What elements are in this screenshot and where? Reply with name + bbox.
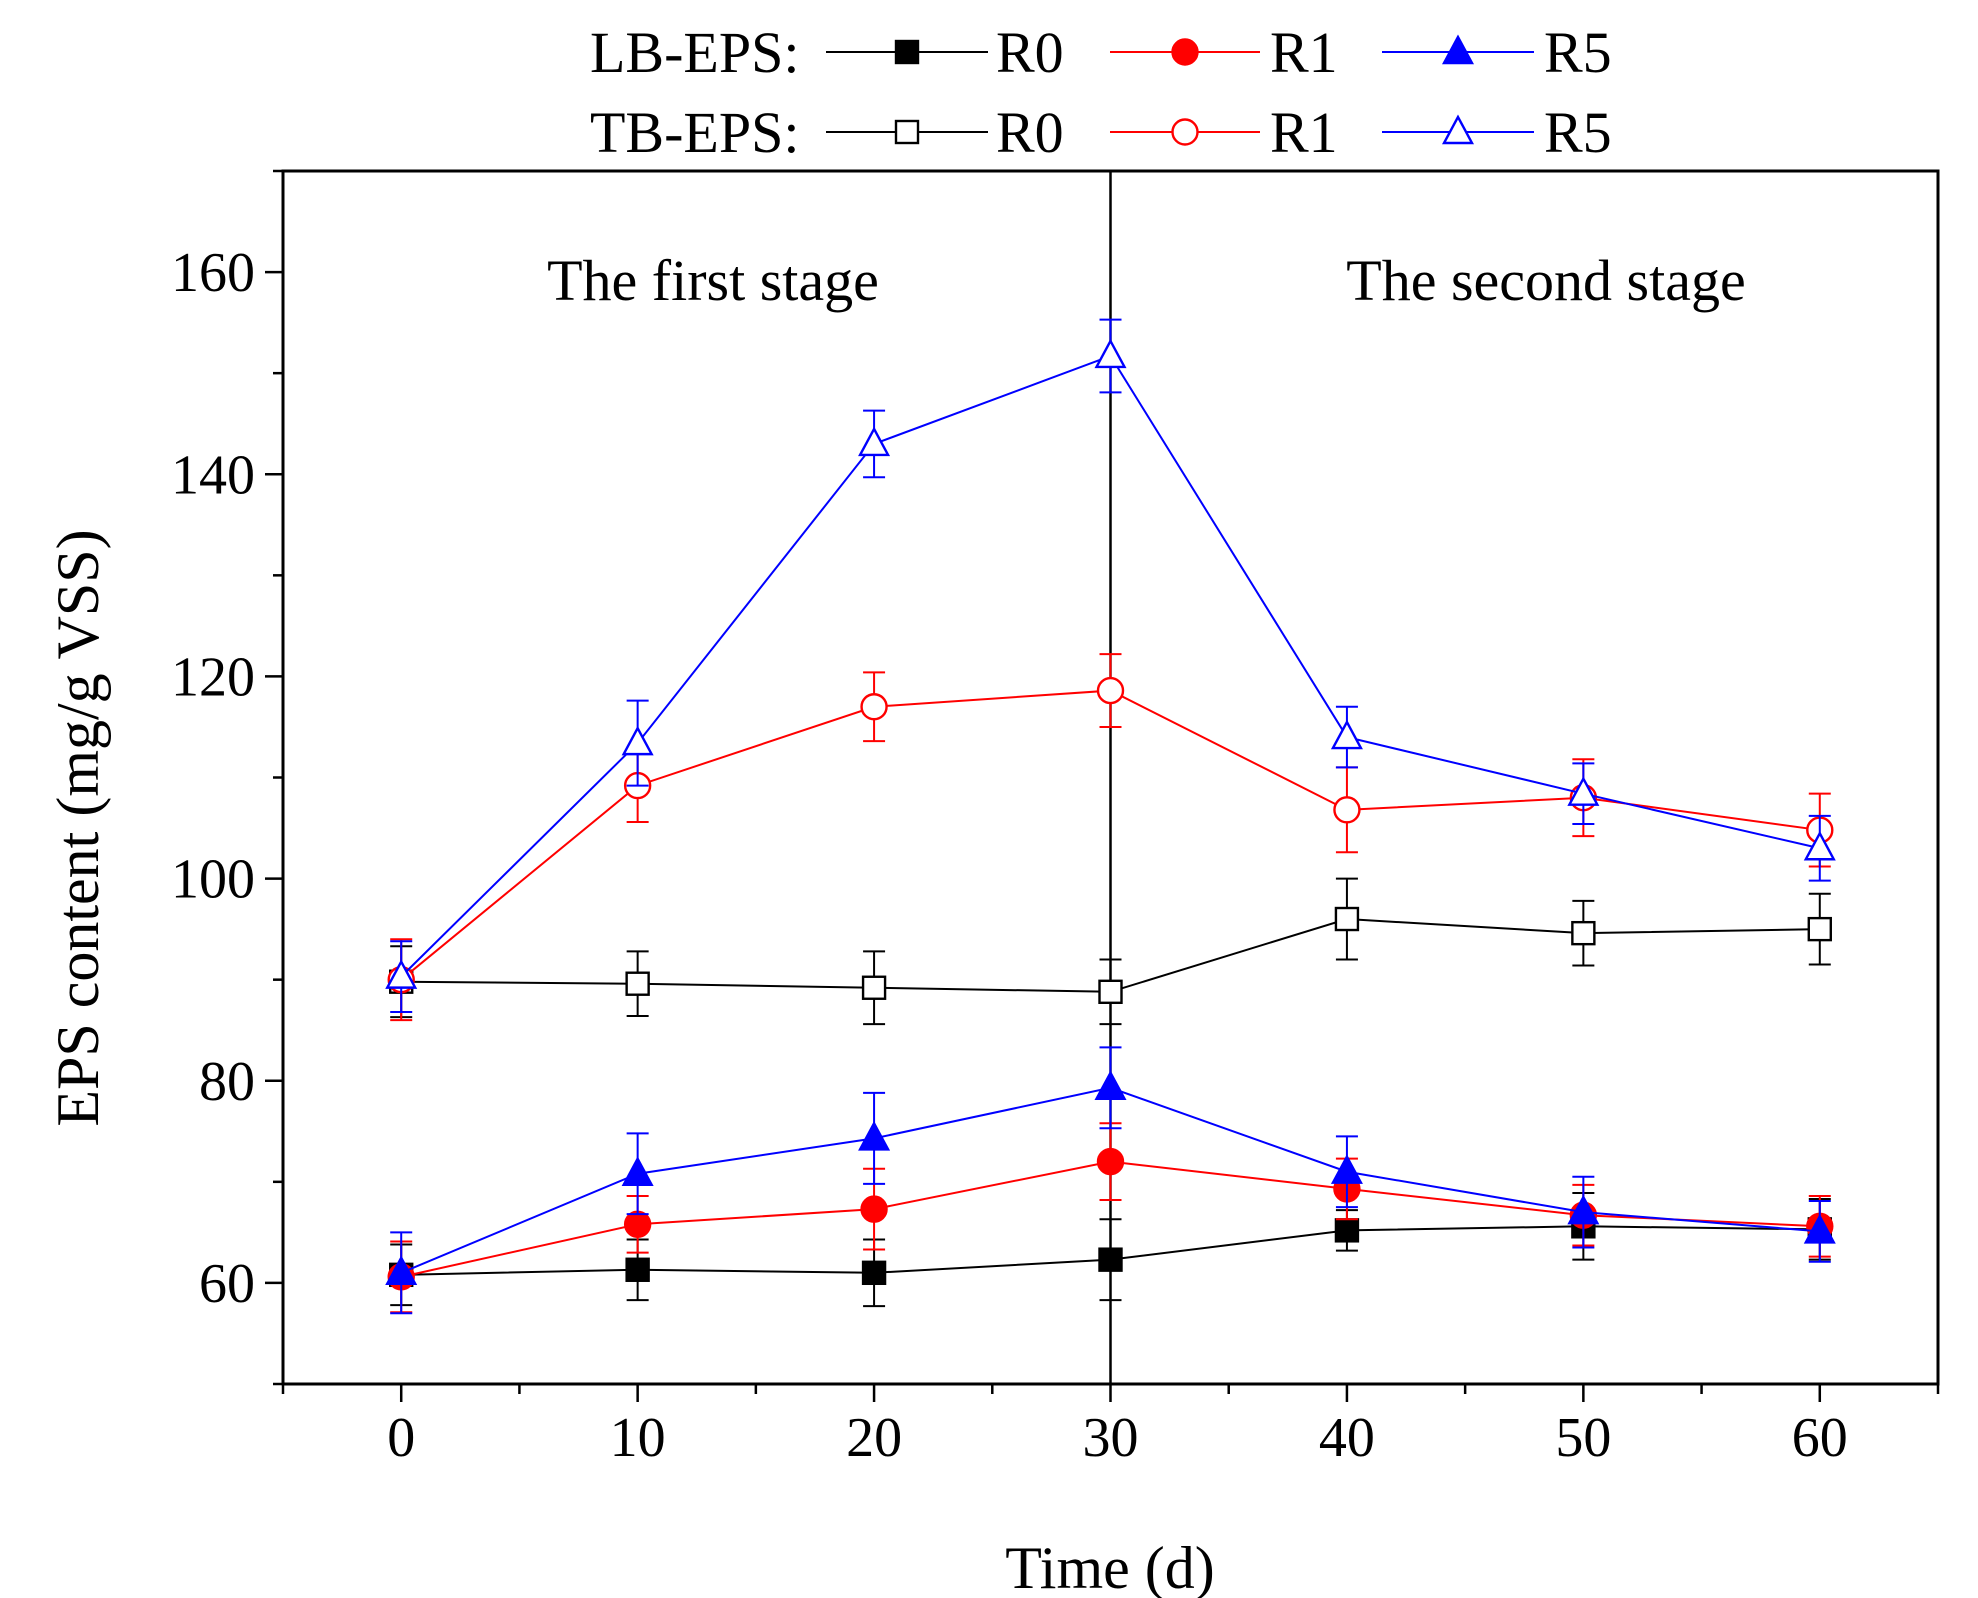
legend-group-label: TB-EPS:: [590, 100, 800, 165]
legend-entry-lb-eps-r0: R0: [826, 20, 1064, 85]
series-tb-eps-r5: [385, 318, 1836, 1014]
data-point-lb-eps-r1: [623, 1210, 652, 1238]
legend-entry-tb-eps-r0: R0: [826, 100, 1064, 165]
data-point-tb-eps-r0: [1571, 920, 1596, 946]
legend-label: R5: [1544, 100, 1612, 165]
data-point-lb-eps-r0: [861, 1260, 887, 1286]
data-point-tb-eps-r5: [1330, 719, 1363, 750]
data-point-tb-eps-r1: [1333, 796, 1361, 824]
legend-label: R5: [1544, 20, 1612, 85]
data-point-lb-eps-r5: [385, 1255, 418, 1286]
x-tick-label: 50: [1555, 1407, 1611, 1469]
legend: LB-EPS: R0 R1 R5 TB-EPS: R0 R1 R5: [590, 20, 1612, 165]
legend-marker: [1441, 34, 1475, 65]
data-point-lb-eps-r1: [1096, 1147, 1125, 1176]
data-point-tb-eps-r0: [1098, 979, 1123, 1004]
x-tick-label: 40: [1319, 1407, 1375, 1469]
y-tick-label: 80: [199, 1051, 255, 1113]
data-point-tb-eps-r0: [861, 975, 887, 1000]
y-axis-label: EPS content (mg/g VSS): [45, 529, 111, 1126]
legend-entry-tb-eps-r1: R1: [1110, 100, 1338, 165]
data-point-tb-eps-r5: [1567, 776, 1600, 806]
legend-marker: [894, 119, 920, 145]
x-tick-label: 0: [387, 1407, 415, 1469]
data-point-tb-eps-r0: [1807, 916, 1832, 942]
data-point-tb-eps-r5: [385, 959, 418, 989]
legend-marker: [1171, 118, 1199, 146]
x-tick-label: 30: [1083, 1407, 1139, 1469]
y-tick-label: 100: [171, 849, 255, 911]
legend-entry-tb-eps-r5: R5: [1382, 100, 1612, 165]
data-point-tb-eps-r5: [1094, 338, 1127, 369]
legend-label: R0: [996, 20, 1064, 85]
legend-entry-lb-eps-r1: R1: [1110, 20, 1338, 85]
y-tick-label: 160: [171, 242, 255, 304]
data-point-tb-eps-r5: [1803, 830, 1836, 861]
y-tick-label: 120: [171, 646, 255, 708]
legend-row-tb-eps: TB-EPS: R0 R1 R5: [590, 100, 1612, 165]
data-point-tb-eps-r1: [860, 693, 888, 721]
data-point-lb-eps-r5: [621, 1156, 654, 1186]
legend-marker: [1171, 38, 1199, 66]
data-point-lb-eps-r5: [1803, 1213, 1836, 1244]
annotation-second-stage: The second stage: [1346, 248, 1745, 313]
data-point-lb-eps-r0: [1334, 1218, 1360, 1243]
legend-row-lb-eps: LB-EPS: R0 R1 R5: [590, 20, 1612, 85]
data-point-lb-eps-r1: [860, 1195, 888, 1223]
data-point-lb-eps-r5: [858, 1120, 891, 1151]
data-point-tb-eps-r5: [858, 426, 891, 457]
data-point-lb-eps-r0: [1098, 1247, 1123, 1272]
series-lb-eps-r5: [385, 1046, 1836, 1315]
data-point-tb-eps-r1: [1096, 676, 1125, 705]
x-axis-label: Time (d): [1005, 1535, 1214, 1598]
series-layer: [385, 318, 1836, 1315]
data-point-lb-eps-r0: [625, 1257, 650, 1282]
legend-marker: [1441, 114, 1475, 145]
data-point-tb-eps-r0: [625, 971, 650, 996]
data-point-tb-eps-r5: [621, 725, 654, 756]
data-point-lb-eps-r5: [1567, 1194, 1600, 1225]
legend-label: R1: [1270, 20, 1338, 85]
annotation-first-stage: The first stage: [547, 248, 879, 313]
x-tick-label: 20: [846, 1407, 902, 1469]
axis-ticks: 0 10 20 30 40 50 60 60 80 100 120 140 160: [171, 169, 1940, 1469]
y-tick-label: 60: [199, 1253, 255, 1315]
legend-marker: [894, 39, 920, 65]
legend-entry-lb-eps-r5: R5: [1382, 20, 1612, 85]
x-tick-label: 10: [610, 1407, 666, 1469]
legend-label: R0: [996, 100, 1064, 165]
data-point-tb-eps-r0: [1334, 906, 1360, 932]
data-point-lb-eps-r5: [1094, 1070, 1127, 1101]
data-point-lb-eps-r5: [1330, 1154, 1363, 1184]
legend-group-label: LB-EPS:: [590, 20, 800, 85]
y-tick-label: 140: [171, 444, 255, 506]
x-tick-label: 60: [1792, 1407, 1848, 1469]
legend-label: R1: [1270, 100, 1338, 165]
